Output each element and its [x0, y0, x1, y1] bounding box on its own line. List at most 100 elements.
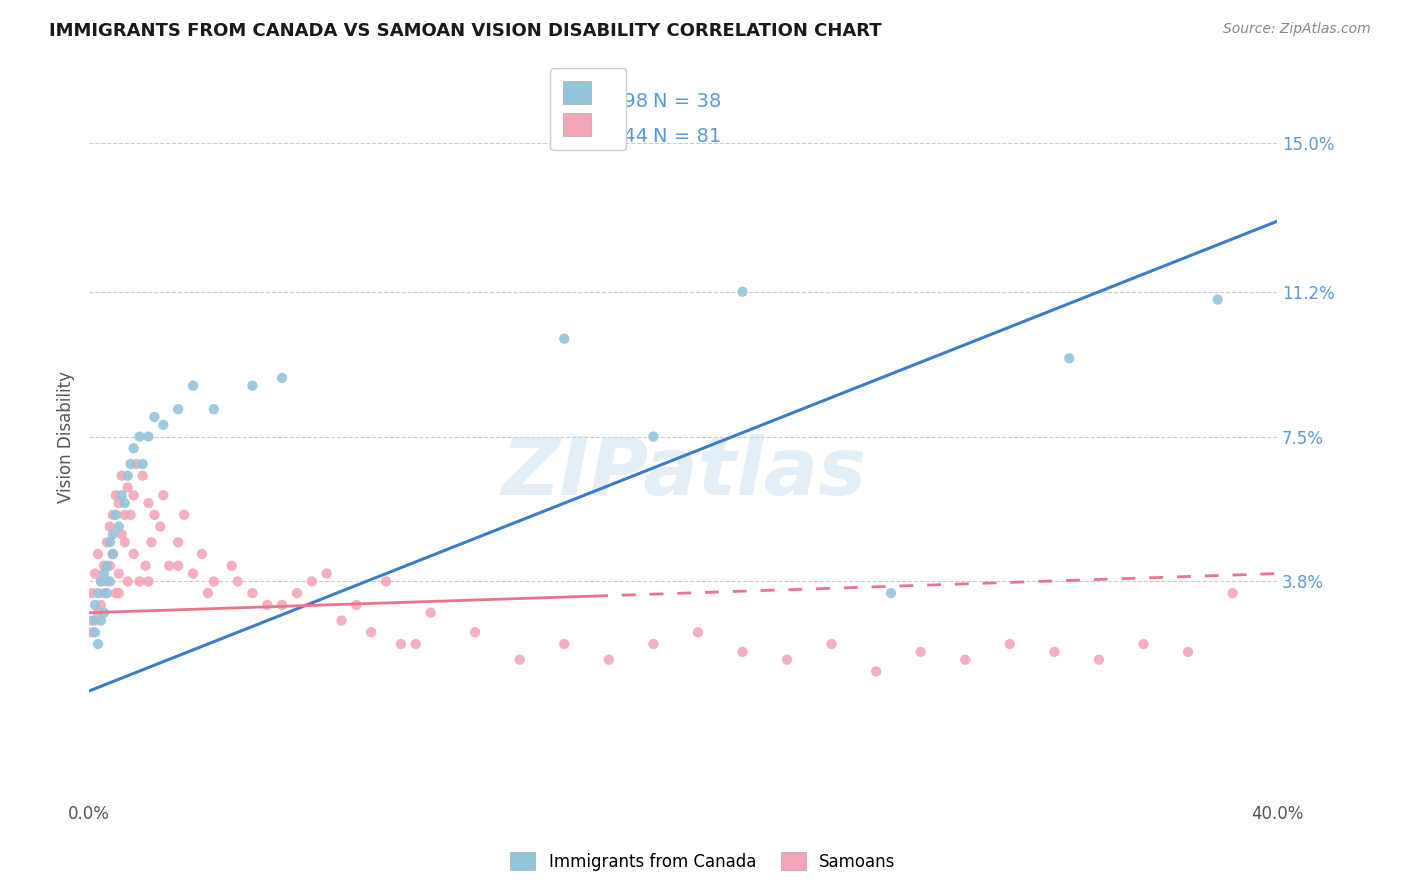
Point [131, 457, 153, 471]
Point [84, 566, 107, 581]
Point [117, 468, 139, 483]
Point [167, 535, 190, 549]
Point [96, 574, 118, 589]
Point [1088, 653, 1111, 667]
Point [93, 566, 115, 581]
Point [202, 402, 225, 417]
Point [117, 480, 139, 494]
Point [114, 508, 136, 522]
Point [107, 496, 129, 510]
Point [80, 586, 103, 600]
Point [360, 625, 382, 640]
Point [776, 653, 799, 667]
Point [104, 488, 127, 502]
Point [553, 637, 575, 651]
Point [120, 457, 142, 471]
Point [90, 574, 112, 589]
Point [128, 429, 150, 443]
Text: Source: ZipAtlas.com: Source: ZipAtlas.com [1223, 22, 1371, 37]
Point [90, 614, 112, 628]
Point [90, 598, 112, 612]
Point [138, 496, 160, 510]
Point [242, 586, 264, 600]
Point [138, 429, 160, 443]
Point [686, 625, 709, 640]
Point [104, 586, 127, 600]
Point [93, 586, 115, 600]
Point [93, 558, 115, 573]
Point [122, 488, 145, 502]
Y-axis label: Vision Disability: Vision Disability [58, 370, 75, 502]
Point [152, 417, 174, 432]
Point [114, 496, 136, 510]
Point [96, 586, 118, 600]
Point [98, 535, 121, 549]
Point [197, 586, 219, 600]
Point [101, 527, 124, 541]
Point [167, 558, 190, 573]
Point [285, 586, 308, 600]
Legend:   ,   : , [550, 68, 627, 150]
Point [114, 535, 136, 549]
Point [157, 558, 180, 573]
Point [134, 558, 156, 573]
Text: N = 38: N = 38 [654, 92, 721, 112]
Point [464, 625, 486, 640]
Point [143, 508, 166, 522]
Point [117, 574, 139, 589]
Point [107, 586, 129, 600]
Point [242, 378, 264, 392]
Point [598, 653, 620, 667]
Point [1043, 645, 1066, 659]
Point [643, 637, 665, 651]
Point [731, 645, 754, 659]
Point [120, 508, 142, 522]
Point [202, 574, 225, 589]
Point [111, 468, 134, 483]
Point [405, 637, 427, 651]
Point [101, 547, 124, 561]
Point [389, 637, 412, 651]
Point [107, 566, 129, 581]
Point [910, 645, 932, 659]
Point [84, 598, 107, 612]
Point [181, 566, 204, 581]
Text: R = 0.144: R = 0.144 [550, 127, 648, 146]
Point [141, 535, 163, 549]
Point [301, 574, 323, 589]
Point [998, 637, 1021, 651]
Point [101, 547, 124, 561]
Point [419, 606, 441, 620]
Text: R = 0.698: R = 0.698 [550, 92, 648, 112]
Point [93, 606, 115, 620]
Point [111, 488, 134, 502]
Point [152, 488, 174, 502]
Point [104, 508, 127, 522]
Point [1177, 645, 1199, 659]
Text: IMMIGRANTS FROM CANADA VS SAMOAN VISION DISABILITY CORRELATION CHART: IMMIGRANTS FROM CANADA VS SAMOAN VISION … [49, 22, 882, 40]
Point [98, 558, 121, 573]
Point [87, 547, 110, 561]
Point [643, 429, 665, 443]
Point [181, 378, 204, 392]
Point [375, 574, 398, 589]
Point [315, 566, 337, 581]
Point [191, 547, 214, 561]
Point [820, 637, 842, 651]
Point [509, 653, 531, 667]
Legend: Immigrants from Canada, Samoans: Immigrants from Canada, Samoans [502, 844, 904, 880]
Point [101, 508, 124, 522]
Point [1206, 293, 1229, 307]
Point [221, 558, 243, 573]
Point [167, 402, 190, 417]
Point [330, 614, 353, 628]
Point [125, 457, 148, 471]
Point [84, 614, 107, 628]
Point [80, 614, 103, 628]
Point [80, 625, 103, 640]
Point [865, 665, 887, 679]
Text: ZIPatlas: ZIPatlas [501, 434, 866, 512]
Point [226, 574, 249, 589]
Point [880, 586, 903, 600]
Text: N = 81: N = 81 [654, 127, 721, 146]
